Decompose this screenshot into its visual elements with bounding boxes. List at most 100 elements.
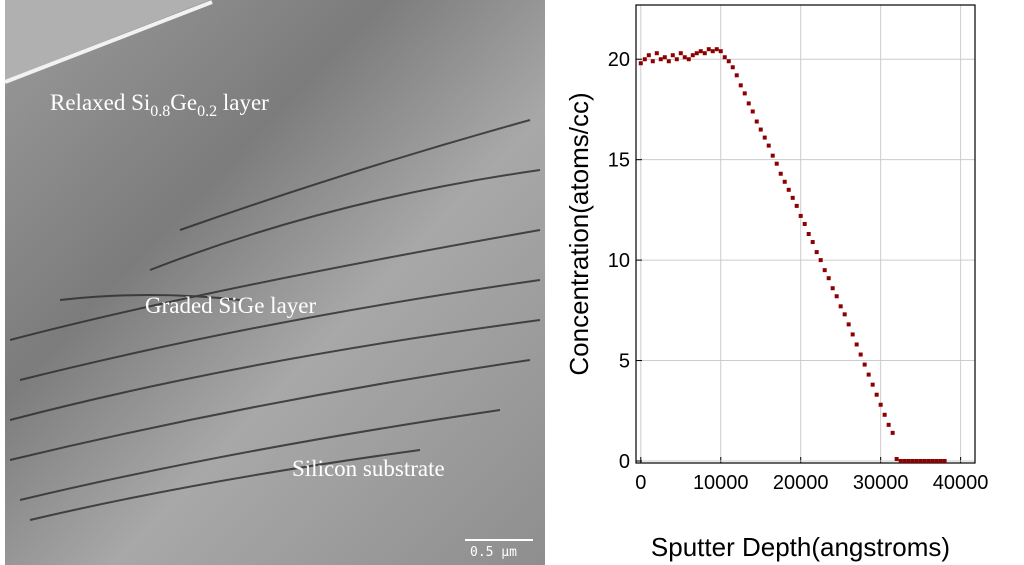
point — [826, 276, 831, 281]
point — [822, 268, 827, 273]
x-tick-label: 0 — [635, 472, 646, 494]
point — [794, 203, 799, 208]
label-relaxed: Relaxed Si0.8Ge0.2 layer — [50, 90, 269, 120]
point — [682, 55, 687, 60]
point — [878, 402, 883, 407]
y-tick-label: 20 — [608, 49, 630, 71]
point — [734, 73, 739, 78]
label-part: Relaxed Si — [50, 90, 150, 115]
point — [658, 57, 663, 62]
point — [862, 362, 867, 367]
tem-image: Relaxed Si0.8Ge0.2 layer Graded SiGe lay… — [4, 0, 545, 565]
y-axis-label: Concentration(atoms/cc) — [564, 92, 594, 375]
point — [922, 458, 927, 463]
point — [642, 57, 647, 62]
label-substrate: Silicon substrate — [292, 456, 445, 481]
y-tick-label: 10 — [608, 250, 630, 272]
scale-label: 0.5 µm — [470, 545, 517, 560]
point — [906, 458, 911, 463]
point — [714, 47, 719, 52]
chart: 0 10000 20000 30000 40000 0 5 10 15 20 Sputter Dep… — [564, 4, 989, 562]
point — [814, 250, 819, 255]
label-part: layer — [217, 90, 269, 115]
point — [890, 430, 895, 435]
point — [870, 382, 875, 387]
point — [846, 322, 851, 327]
point — [810, 240, 815, 245]
point — [706, 47, 711, 52]
point — [934, 458, 939, 463]
point — [666, 59, 671, 64]
point — [774, 161, 779, 166]
point — [694, 51, 699, 56]
y-tick-label: 0 — [619, 451, 630, 473]
point — [738, 83, 743, 88]
point — [818, 258, 823, 263]
point — [762, 135, 767, 140]
point — [858, 352, 863, 357]
point — [782, 179, 787, 184]
point — [674, 57, 679, 62]
point — [898, 458, 903, 463]
point — [802, 221, 807, 226]
point — [918, 458, 923, 463]
point — [930, 458, 935, 463]
point — [638, 61, 643, 66]
x-tick-label: 40000 — [933, 472, 989, 494]
label-sub: 0.8 — [150, 103, 170, 120]
point — [806, 232, 811, 236]
point — [754, 119, 759, 124]
point — [698, 49, 703, 54]
point — [850, 332, 855, 337]
point — [830, 286, 835, 291]
point — [662, 55, 667, 60]
point — [938, 458, 943, 463]
point — [758, 127, 763, 132]
point — [650, 59, 655, 64]
point — [894, 456, 899, 461]
point — [914, 458, 919, 463]
point — [790, 195, 795, 200]
point — [750, 109, 755, 114]
label-part: Ge — [170, 90, 197, 115]
point — [886, 422, 891, 427]
point — [798, 213, 803, 218]
x-tick-label: 20000 — [773, 472, 829, 494]
point — [646, 53, 651, 58]
point — [838, 304, 843, 309]
point — [710, 49, 715, 54]
point — [770, 153, 775, 158]
point — [834, 294, 839, 299]
y-tick-label: 15 — [608, 150, 630, 172]
point — [926, 458, 931, 463]
point — [730, 65, 735, 70]
point — [742, 91, 747, 96]
point — [842, 312, 847, 317]
plot-frame — [635, 4, 976, 464]
point — [702, 51, 707, 56]
label-graded: Graded SiGe layer — [145, 293, 316, 318]
point — [854, 342, 859, 347]
point — [766, 143, 771, 148]
point — [746, 101, 751, 106]
point — [726, 59, 731, 64]
point — [866, 372, 871, 377]
point — [722, 55, 727, 60]
x-tick-label: 10000 — [693, 472, 749, 494]
point — [718, 49, 723, 54]
point — [874, 392, 879, 397]
x-tick-label: 30000 — [853, 472, 909, 494]
point — [670, 53, 675, 58]
point — [910, 458, 915, 463]
point — [942, 458, 947, 463]
point — [686, 57, 691, 62]
point — [690, 53, 695, 58]
label-sub: 0.2 — [197, 103, 217, 120]
point — [778, 171, 783, 176]
point — [654, 51, 659, 56]
point — [902, 458, 907, 463]
y-tick-label: 5 — [619, 351, 630, 373]
point — [882, 412, 887, 417]
x-axis-label: Sputter Depth(angstroms) — [651, 532, 950, 562]
